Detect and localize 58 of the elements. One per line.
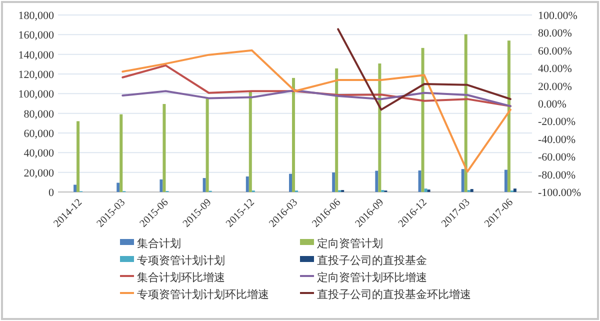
y2-tick-label: 20.00% (538, 80, 572, 93)
bar (248, 90, 252, 192)
bar (513, 188, 516, 192)
y2-tick-label: 80.00% (538, 28, 572, 40)
bar (424, 188, 428, 192)
bar (289, 174, 292, 192)
bar (74, 184, 77, 192)
y2-tick-label: -100.00% (538, 187, 582, 199)
bar (504, 170, 508, 192)
bar (206, 98, 209, 192)
bar (162, 104, 166, 192)
y-tick-label: 160,000 (18, 30, 54, 42)
bar (461, 169, 464, 192)
legend-label: 定向资管计划 (317, 237, 383, 250)
y-tick-label: 140,000 (18, 49, 54, 62)
y-tick-label: 0 (48, 187, 54, 199)
bar (375, 170, 378, 192)
legend-label: 定向资管计划环比增速 (317, 271, 427, 284)
bar (470, 189, 474, 192)
bar (202, 178, 206, 192)
line-series (337, 28, 512, 111)
bar (378, 63, 382, 192)
legend-label: 集合计划 (137, 237, 181, 250)
legend-label: 专项资管计划计划 (137, 254, 225, 267)
legend-label: 专项资管计划计划环比增速 (137, 288, 269, 301)
y-tick-label: 80,000 (24, 108, 54, 120)
bar (120, 114, 123, 192)
bar (76, 121, 80, 192)
bar (332, 172, 336, 192)
y2-tick-label: -40.00% (538, 134, 576, 146)
y-tick-label: 60,000 (24, 128, 54, 140)
bar (507, 40, 510, 192)
line-series (122, 49, 512, 173)
bar (246, 176, 249, 192)
line-series (122, 64, 512, 108)
line-series (122, 89, 512, 108)
legend-label: 直投子公司的直投基金环比增速 (317, 288, 471, 301)
y-tick-label: 20,000 (24, 167, 54, 180)
bar (464, 34, 468, 192)
bar (292, 78, 295, 192)
y-tick-label: 100,000 (18, 88, 54, 101)
y2-tick-label: -20.00% (538, 116, 576, 128)
bar (116, 182, 120, 192)
y-tick-label: 180,000 (18, 10, 54, 22)
y-tick-label: 120,000 (18, 69, 54, 81)
y2-tick-label: 100.00% (538, 10, 578, 22)
legend-label: 集合计划环比增速 (137, 271, 225, 284)
bar (418, 170, 422, 192)
y2-tick-label: 0.00% (538, 98, 566, 110)
bar (421, 48, 424, 192)
y2-tick-label: 60.00% (538, 45, 572, 58)
bar (335, 68, 338, 192)
y2-tick-label: 40.00% (538, 63, 572, 76)
legend-label: 直投子公司的直投基金 (317, 254, 427, 267)
y-tick-label: 40,000 (24, 148, 54, 160)
bar (160, 179, 163, 192)
y2-tick-label: -60.00% (538, 152, 576, 164)
y2-tick-label: -80.00% (538, 169, 576, 182)
